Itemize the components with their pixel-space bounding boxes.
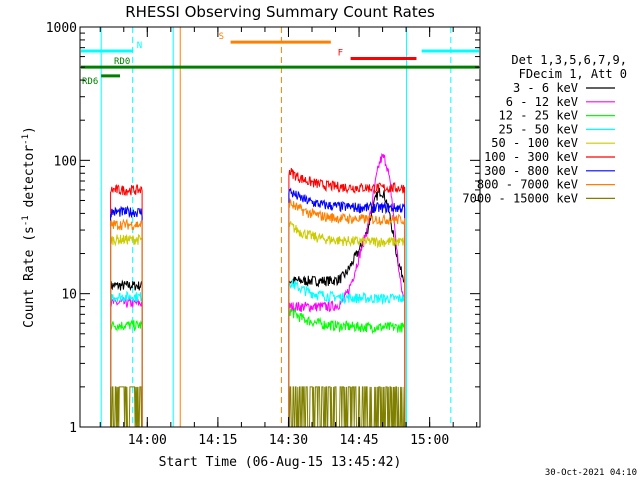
x-axis-label: Start Time (06-Aug-15 13:45:42)	[159, 455, 402, 470]
legend: Det 1,3,5,6,7,9, FDecim 1, Att 0 3 - 6 k…	[462, 53, 627, 205]
legend-entry-4: 50 - 100 keV	[491, 136, 578, 150]
flag-label-2: S	[219, 32, 224, 42]
legend-entry-2: 12 - 25 keV	[499, 109, 578, 123]
flag-label-5: RD6	[82, 77, 98, 87]
series-line-8	[110, 386, 406, 428]
y-tick-label-3: 1000	[46, 21, 77, 36]
legend-entry-8: 7000 - 15000 keV	[462, 191, 578, 205]
series-line-6	[110, 187, 406, 427]
x-tick-label-0: 14:00	[128, 433, 167, 448]
legend-entry-0: 3 - 6 keV	[513, 81, 578, 95]
y-axis-label-end: )	[22, 126, 37, 134]
plot-frame	[79, 26, 481, 428]
legend-entry-5: 100 - 300 keV	[484, 150, 578, 164]
flag-label-0: N	[137, 41, 142, 51]
timestamp: 30-Oct-2021 04:10	[545, 468, 637, 478]
y-tick-label-2: 100	[54, 154, 77, 169]
y-tick-label-0: 1	[69, 421, 77, 436]
x-tick-label-1: 14:15	[198, 433, 237, 448]
legend-entry-6: 300 - 800 keV	[484, 164, 578, 178]
y-axis-label-sup1: -1	[21, 215, 31, 226]
series-line-5	[110, 168, 406, 427]
data-layer: N S F RD0 RD6	[81, 27, 479, 428]
y-axis-label: Count Rate (s-1 detector-1)	[21, 126, 37, 328]
legend-header-line-1: Det 1,3,5,6,7,9,	[511, 53, 627, 67]
x-tick-label-3: 14:45	[339, 433, 378, 448]
legend-entry-7: 800 - 7000 keV	[477, 178, 578, 192]
y-tick-label-1: 10	[61, 288, 77, 303]
series-line-1	[110, 152, 406, 427]
chart-title: RHESSI Observing Summary Count Rates	[125, 3, 435, 21]
series-line-2	[110, 305, 406, 427]
flag-label-4: RD0	[114, 57, 130, 67]
series-line-4	[110, 221, 406, 427]
axis-layer: 14:00 14:15 14:30 14:45 15:00 1 10 100 1000	[46, 21, 480, 448]
series-line-3	[110, 278, 406, 427]
flag-label-3: F	[338, 49, 343, 59]
series-line-7	[110, 197, 406, 427]
x-tick-label-4: 15:00	[410, 433, 449, 448]
series-line-0	[110, 187, 406, 427]
legend-entry-3: 25 - 50 keV	[499, 122, 578, 136]
y-axis-label-sup2: -1	[21, 134, 31, 145]
x-tick-label-2: 14:30	[269, 433, 308, 448]
legend-entry-1: 6 - 12 keV	[506, 95, 578, 109]
legend-header-line-2: FDecim 1, Att 0	[519, 67, 627, 81]
y-axis-label-mid: detector	[22, 145, 37, 216]
y-axis-label-main: Count Rate (s	[22, 226, 37, 328]
